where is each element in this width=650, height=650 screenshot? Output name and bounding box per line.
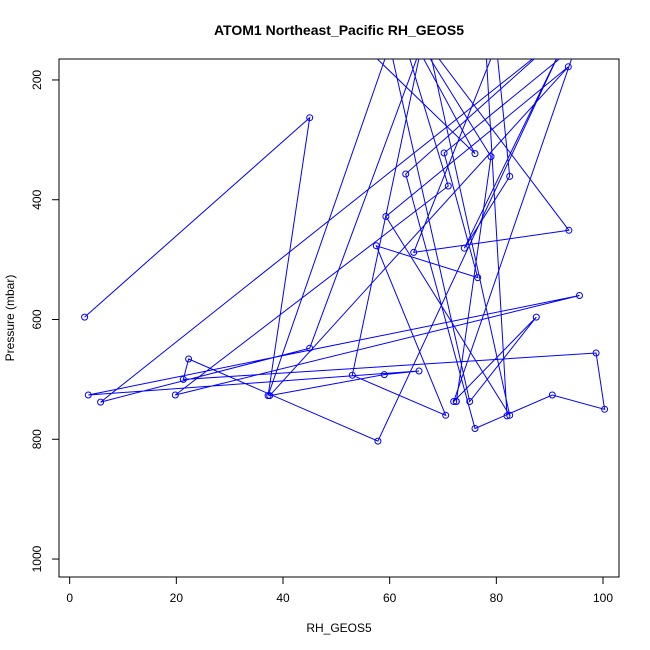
data-point <box>592 349 600 357</box>
data-point <box>380 371 388 379</box>
data-point <box>487 153 495 161</box>
data-point <box>382 213 390 220</box>
y-axis: 200 400 600 800 1000 <box>30 70 60 572</box>
data-point <box>97 398 105 406</box>
x-tick-label: 40 <box>276 591 290 605</box>
data-point <box>601 405 609 413</box>
series-2 <box>376 59 511 420</box>
x-axis-label: RH_GEOS5 <box>306 621 372 635</box>
data-point <box>84 391 92 399</box>
series-1 <box>81 59 609 445</box>
data-point <box>460 244 468 252</box>
data-point <box>185 355 193 363</box>
data-point <box>402 170 410 178</box>
series-line <box>376 59 508 416</box>
data-point <box>474 274 482 282</box>
data-point <box>81 313 89 321</box>
data-point <box>372 242 380 250</box>
data-point <box>266 392 274 400</box>
x-tick-label: 100 <box>593 591 613 605</box>
data-point <box>442 411 450 419</box>
y-tick-label: 600 <box>30 309 44 329</box>
data-point <box>410 248 418 256</box>
data-point <box>532 313 540 321</box>
y-tick-label: 1000 <box>30 545 44 572</box>
data-point <box>306 114 314 122</box>
y-axis-label: Pressure (mbar) <box>3 275 17 362</box>
x-tick-label: 60 <box>383 591 397 605</box>
data-point <box>466 398 474 405</box>
y-tick-label: 200 <box>30 70 44 90</box>
data-point <box>348 371 356 379</box>
data-point <box>415 367 423 375</box>
data-point <box>506 172 514 180</box>
chart-title: ATOM1 Northeast_Pacific RH_GEOS5 <box>214 22 464 38</box>
data-point <box>444 182 452 190</box>
data-point <box>471 425 479 432</box>
data-point <box>471 150 479 158</box>
y-tick-label: 800 <box>30 429 44 449</box>
x-axis: 0 20 40 60 80 100 <box>66 576 613 605</box>
x-tick-label: 0 <box>66 591 73 605</box>
data-point <box>374 437 382 445</box>
data-point <box>440 149 448 157</box>
plot-area <box>81 59 609 445</box>
y-tick-label: 400 <box>30 189 44 209</box>
data-point <box>576 292 583 299</box>
data-point <box>503 412 511 420</box>
x-tick-label: 80 <box>490 591 504 605</box>
data-point <box>564 63 572 71</box>
series-line <box>84 59 606 442</box>
data-point <box>179 375 187 383</box>
data-point <box>452 398 460 405</box>
x-tick-label: 20 <box>170 591 184 605</box>
data-point <box>171 391 179 399</box>
data-point <box>565 226 573 234</box>
data-point <box>306 344 314 352</box>
data-point <box>548 391 556 399</box>
